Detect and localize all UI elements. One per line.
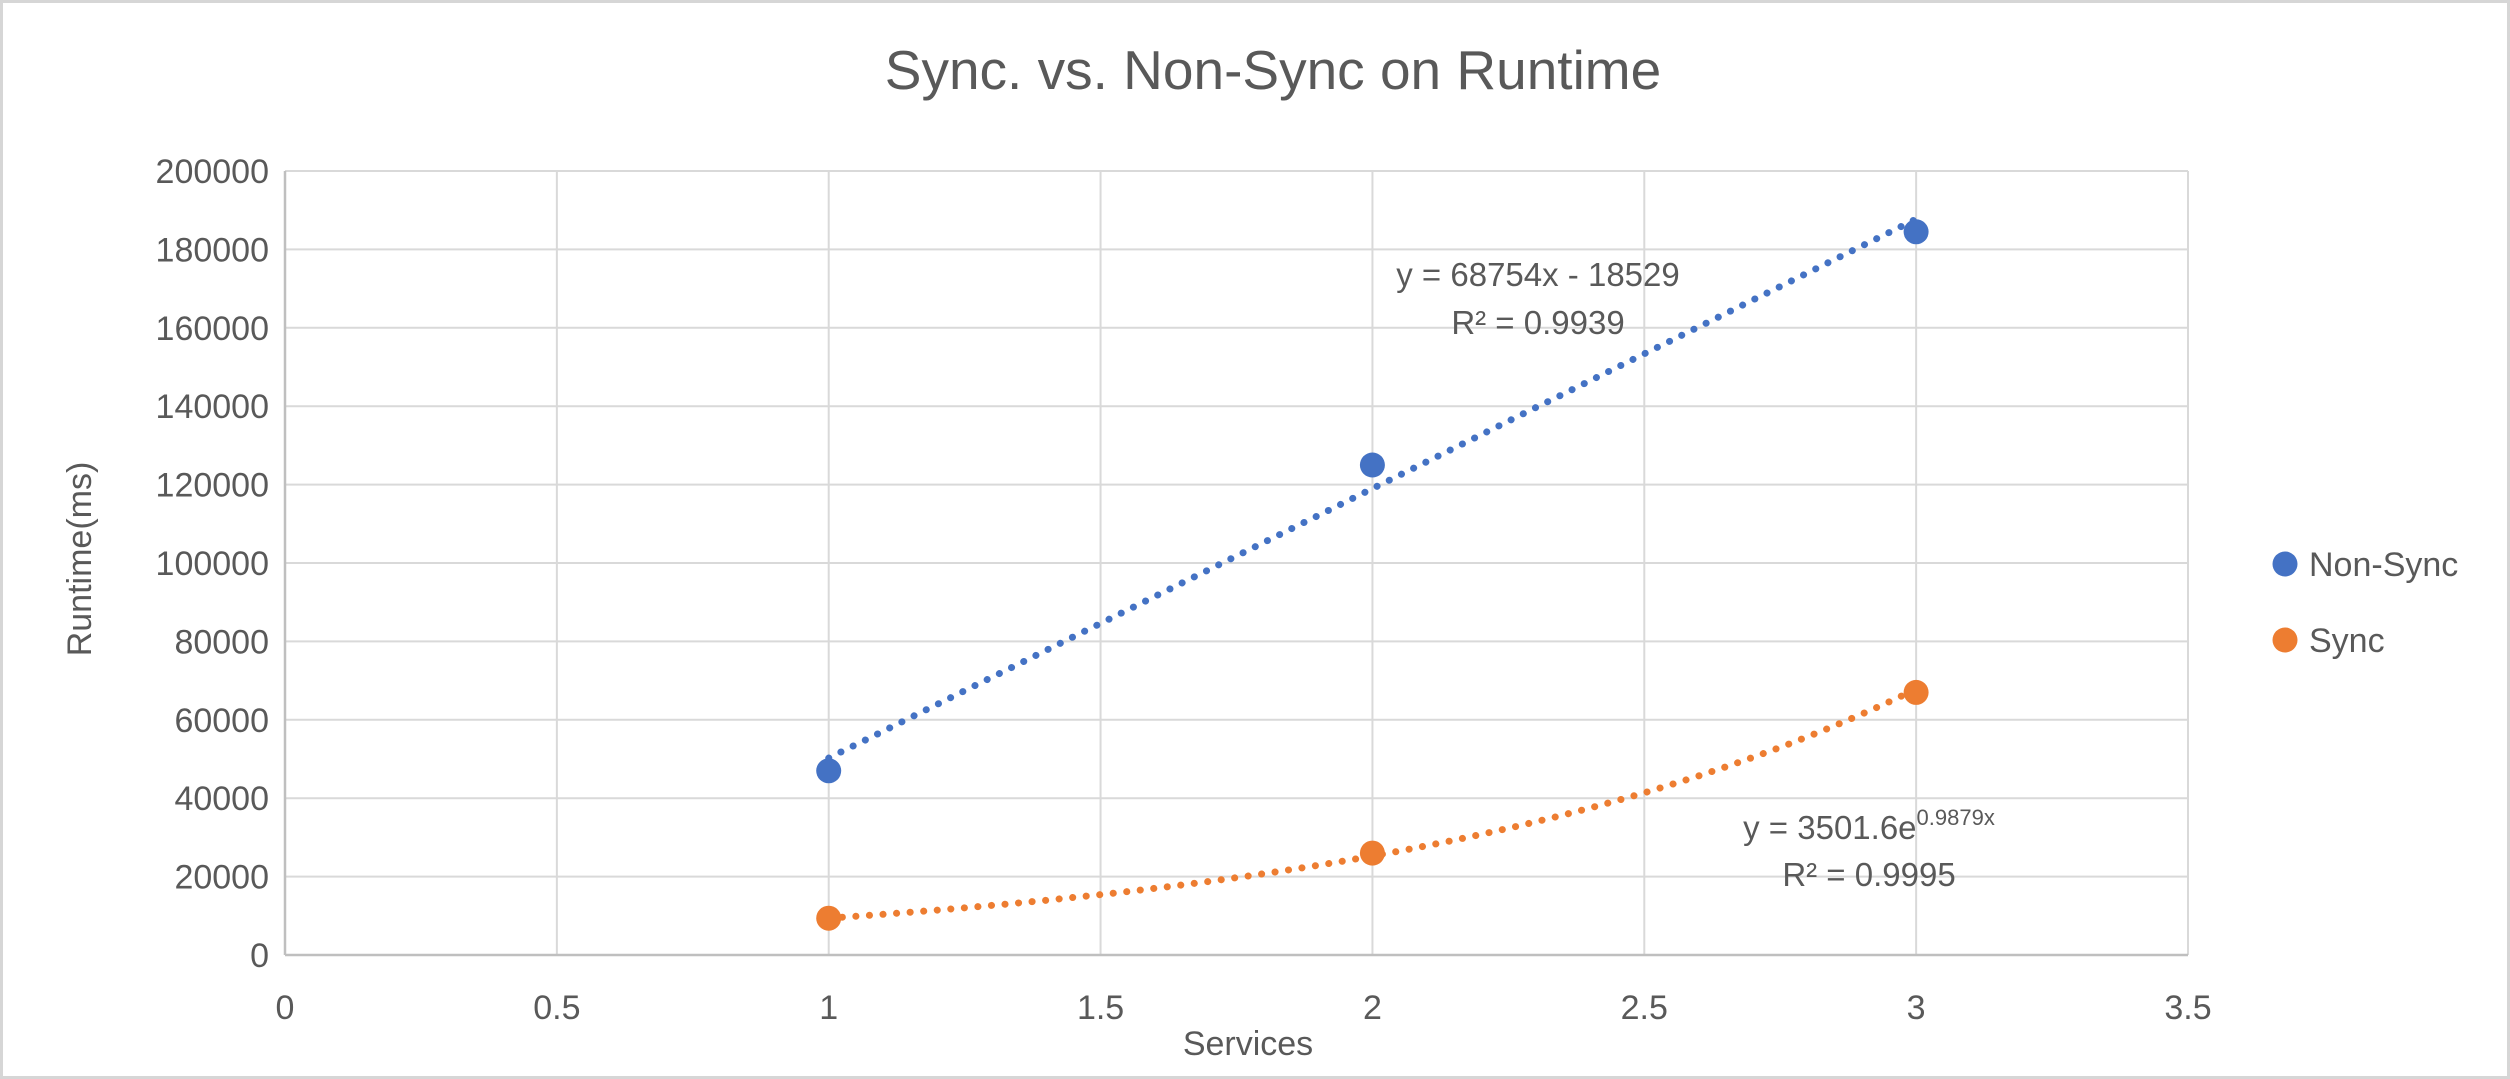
- y-tick-label: 20000: [174, 859, 269, 897]
- y-tick-label: 120000: [156, 467, 269, 505]
- non-sync-point: [1359, 452, 1385, 478]
- sync-point: [816, 905, 842, 931]
- tick-labels: 0 20000 40000 60000 80000 100000 120000 140000 1…: [156, 153, 2212, 1027]
- sync-equation-base: y = 3501.6e: [1743, 809, 1916, 846]
- y-tick-label: 100000: [156, 545, 269, 583]
- sync-trendline-r-squared: R² = 0.9995: [1782, 856, 1955, 893]
- non-sync-trendline-equation: y = 68754x - 18529: [1396, 256, 1679, 293]
- sync-point: [1359, 840, 1385, 866]
- non-sync-trendline-r-squared: R² = 0.9939: [1451, 304, 1624, 341]
- sync-trendline-equation: y = 3501.6e0.9879x: [1743, 805, 1995, 846]
- legend: Non-Sync Sync: [2272, 546, 2458, 660]
- chart-title: Sync. vs. Non-Sync on Runtime: [885, 39, 1661, 101]
- x-tick-label: 2: [1363, 989, 1382, 1027]
- y-axis-title: Runtime(ms): [61, 462, 99, 657]
- y-tick-label: 160000: [156, 310, 269, 348]
- x-tick-label: 0.5: [533, 989, 580, 1027]
- x-tick-label: 1.5: [1077, 989, 1124, 1027]
- x-tick-label: 2.5: [1621, 989, 1668, 1027]
- y-tick-label: 80000: [174, 623, 269, 661]
- non-sync-point: [816, 758, 842, 784]
- y-tick-label: 60000: [174, 702, 269, 740]
- legend-label-sync: Sync: [2309, 622, 2385, 660]
- y-tick-label: 200000: [156, 153, 269, 191]
- y-tick-label: 140000: [156, 388, 269, 426]
- x-tick-label: 3: [1907, 989, 1926, 1027]
- legend-marker-non-sync-icon: [2272, 551, 2298, 577]
- sync-equation-exponent: 0.9879x: [1917, 805, 1995, 830]
- x-tick-label: 3.5: [2164, 989, 2211, 1027]
- data-points: [816, 219, 1929, 931]
- non-sync-trendline: [825, 215, 1920, 762]
- legend-marker-sync-icon: [2272, 627, 2298, 653]
- axis-lines: [283, 171, 2188, 957]
- y-tick-label: 180000: [156, 231, 269, 269]
- non-sync-point: [1903, 219, 1929, 245]
- legend-label-non-sync: Non-Sync: [2309, 546, 2458, 584]
- scatter-chart: 0 20000 40000 60000 80000 100000 120000 140000 1…: [61, 39, 2458, 1063]
- x-axis-title: Services: [1183, 1025, 1313, 1063]
- x-tick-label: 0: [276, 989, 295, 1027]
- x-tick-label: 1: [819, 989, 838, 1027]
- y-tick-label: 40000: [174, 780, 269, 818]
- sync-point: [1903, 679, 1929, 705]
- y-tick-label: 0: [250, 937, 269, 975]
